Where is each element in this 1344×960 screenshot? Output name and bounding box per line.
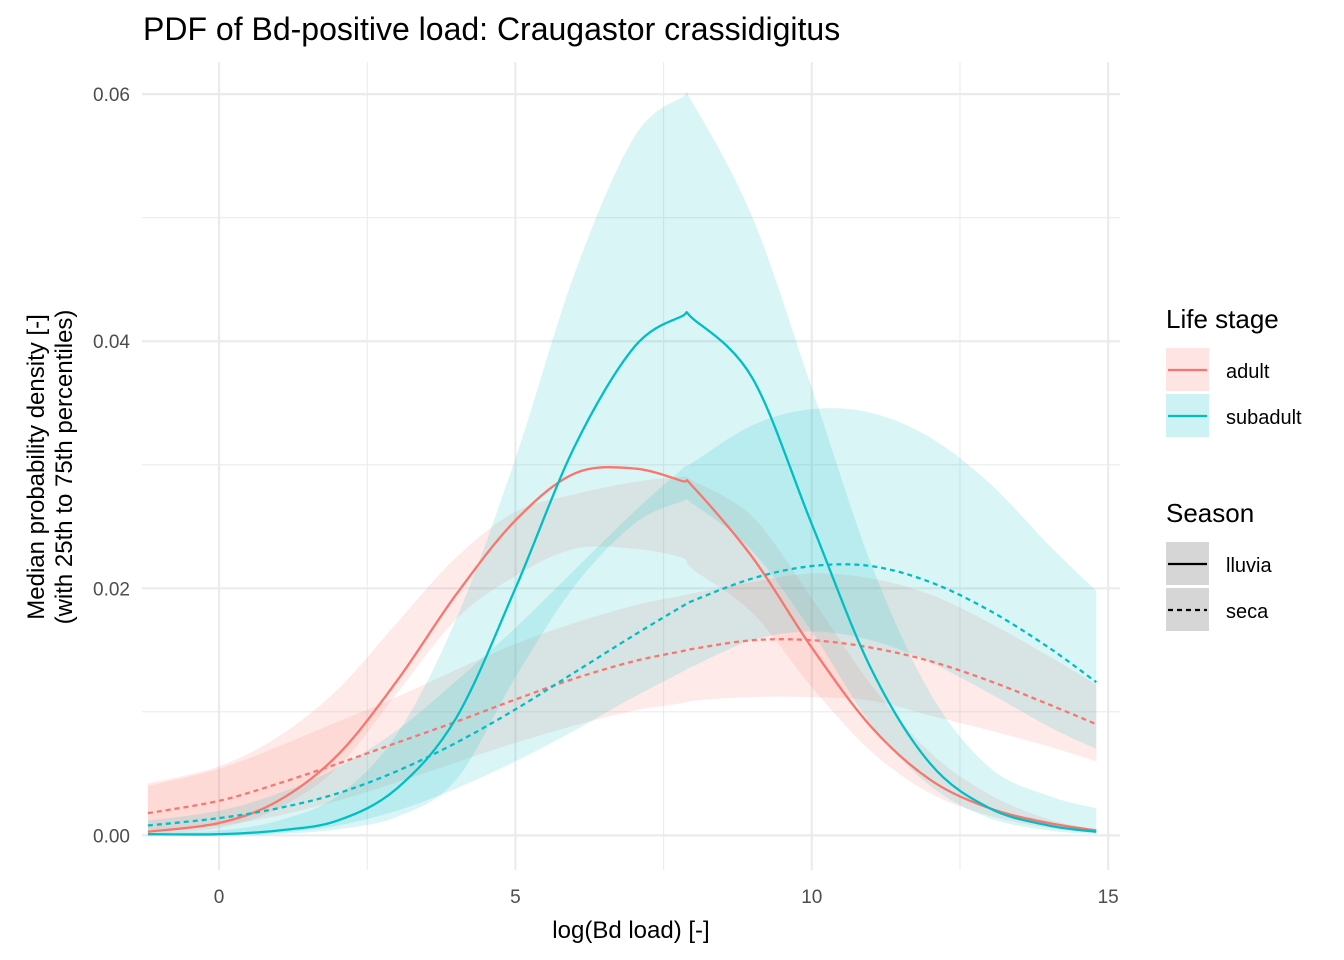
line-subadult-lluvia bbox=[147, 310, 1097, 836]
legend-label-adult: adult bbox=[1226, 361, 1270, 383]
x-tick-label: 10 bbox=[801, 887, 822, 908]
y-axis-title: Median probability density [-] (with 25t… bbox=[23, 310, 78, 625]
line-subadult-seca bbox=[147, 563, 1097, 827]
major-gridlines bbox=[142, 62, 1120, 870]
band-adult-lluvia bbox=[147, 476, 1097, 835]
x-axis-tick-labels: 0 5 10 15 bbox=[214, 887, 1119, 908]
x-tick-label: 0 bbox=[214, 887, 225, 908]
y-axis-title-line-2: (with 25th to 75th percentiles) bbox=[51, 310, 78, 625]
chart-title: PDF of Bd-positive load: Craugastor cras… bbox=[143, 11, 840, 47]
minor-gridlines bbox=[142, 62, 1120, 870]
y-axis-tick-labels: 0.00 0.02 0.04 0.06 bbox=[93, 85, 130, 847]
legend-season-title: Season bbox=[1166, 498, 1254, 528]
y-tick-label: 0.00 bbox=[93, 826, 130, 847]
y-tick-label: 0.06 bbox=[93, 85, 130, 106]
legend-label-subadult: subadult bbox=[1226, 407, 1302, 429]
median-lines bbox=[147, 310, 1097, 836]
band-adult-seca bbox=[147, 573, 1097, 831]
x-tick-label: 5 bbox=[510, 887, 521, 908]
y-tick-label: 0.02 bbox=[93, 579, 130, 600]
legend-life-stage: Life stage adult subadult bbox=[1166, 304, 1302, 437]
line-adult-seca bbox=[147, 638, 1097, 815]
x-tick-label: 15 bbox=[1098, 887, 1119, 908]
legend-life-stage-title: Life stage bbox=[1166, 304, 1279, 334]
x-axis-title: log(Bd load) [-] bbox=[552, 917, 709, 944]
legend-label-lluvia: lluvia bbox=[1226, 555, 1272, 577]
band-subadult-seca bbox=[147, 408, 1097, 836]
line-adult-lluvia bbox=[147, 466, 1097, 833]
legend-season: Season lluvia seca bbox=[1166, 498, 1272, 631]
band-subadult-lluvia bbox=[147, 91, 1097, 836]
y-tick-label: 0.04 bbox=[93, 332, 130, 353]
y-axis-title-line-1: Median probability density [-] bbox=[23, 314, 50, 619]
percentile-bands bbox=[147, 91, 1097, 836]
legend-label-seca: seca bbox=[1226, 601, 1269, 623]
